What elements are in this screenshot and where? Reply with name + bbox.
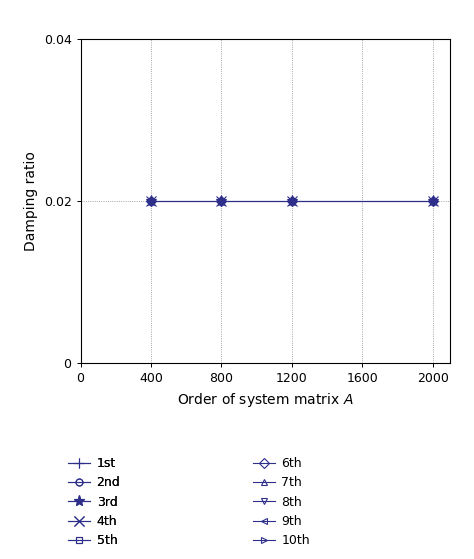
- X-axis label: Order of system matrix $A$: Order of system matrix $A$: [177, 391, 354, 409]
- Y-axis label: Damping ratio: Damping ratio: [24, 151, 38, 251]
- Legend: 6th, 7th, 8th, 9th, 10th: 6th, 7th, 8th, 9th, 10th: [253, 457, 310, 547]
- Legend: 1st, 2nd, 3rd, 4th, 5th: 1st, 2nd, 3rd, 4th, 5th: [68, 457, 120, 547]
